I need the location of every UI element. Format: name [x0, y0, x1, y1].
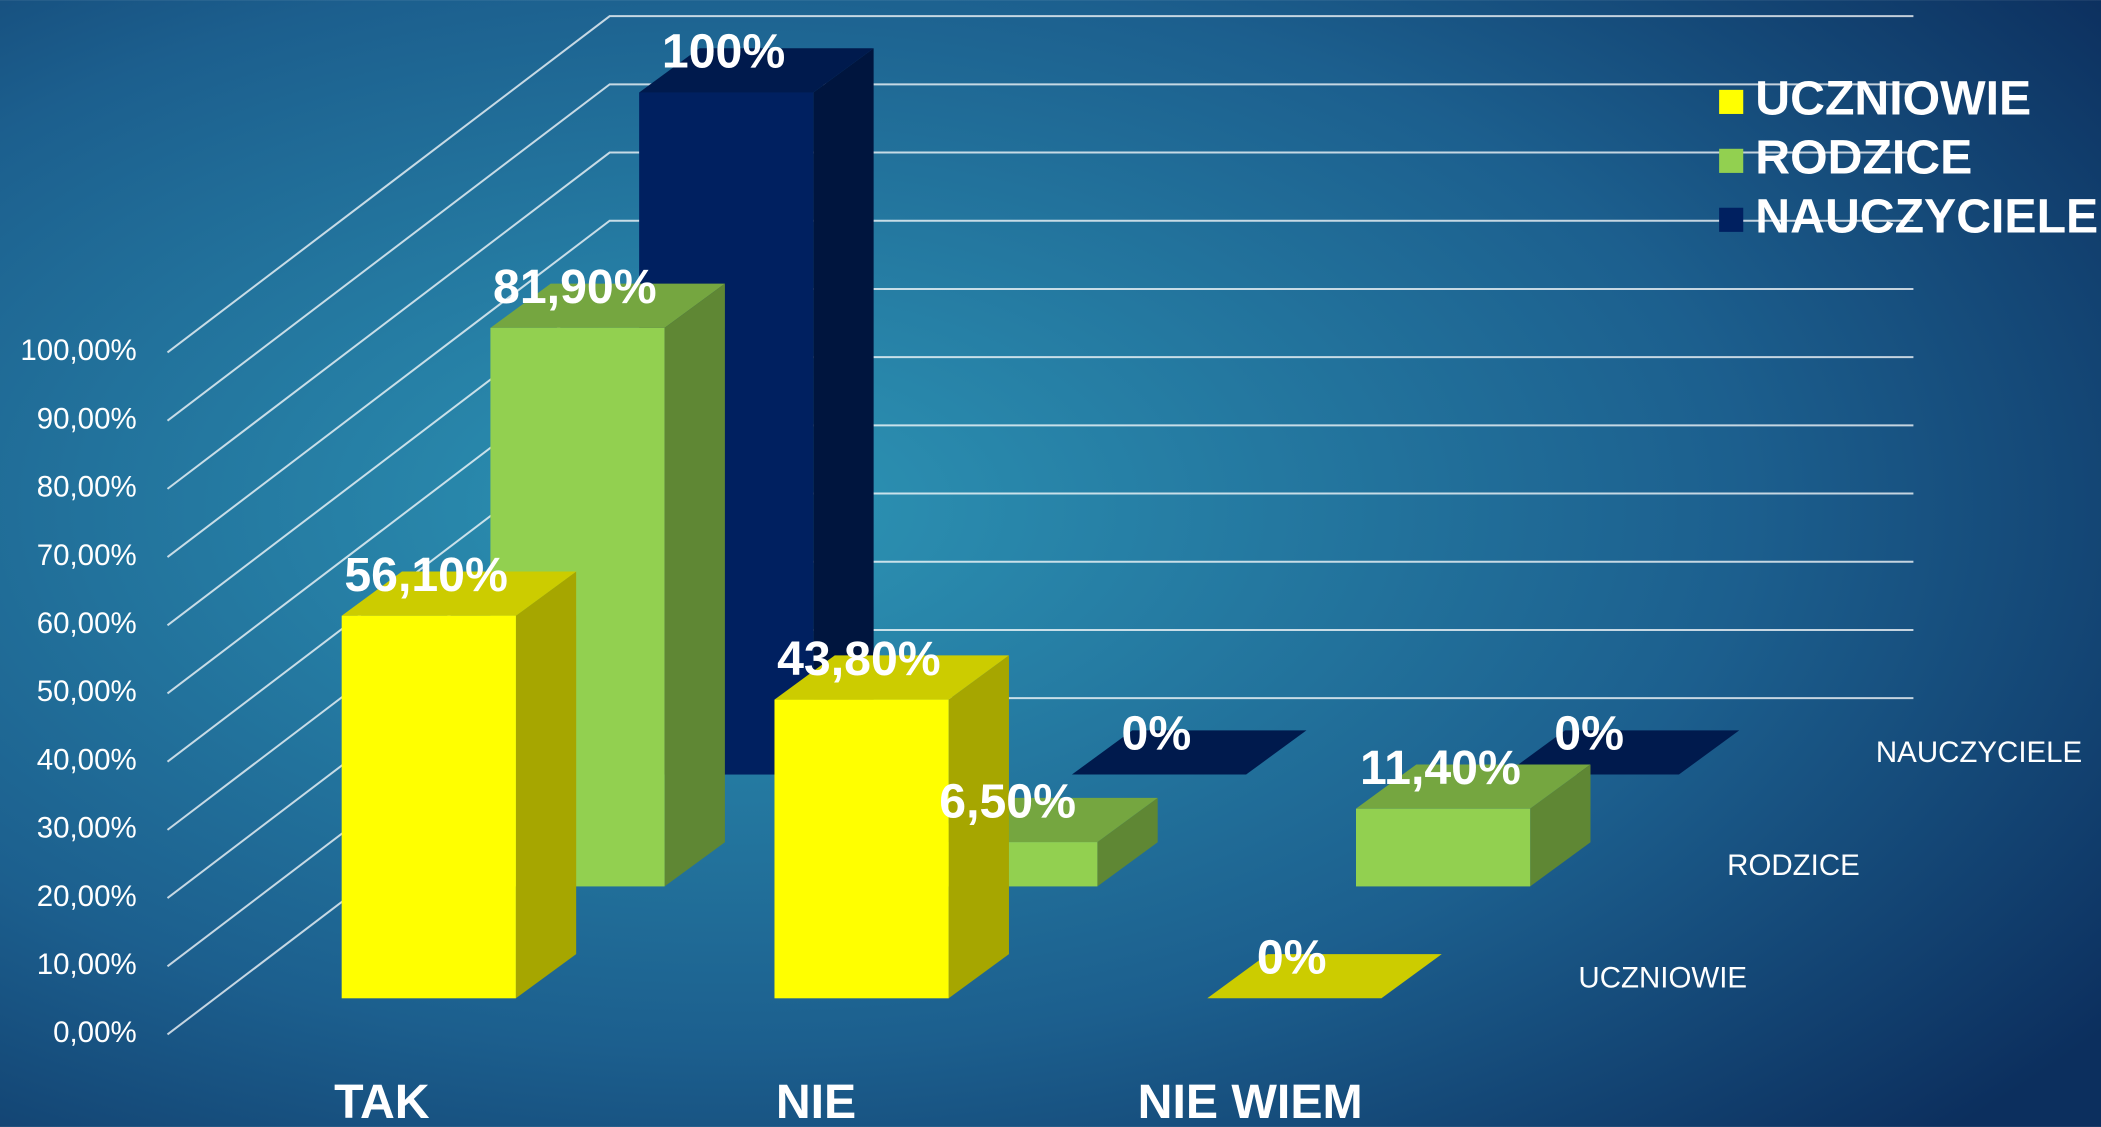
value-label: 0% [1122, 707, 1192, 761]
depth-label: NAUCZYCIELE [1876, 736, 2082, 769]
bar-top [1504, 730, 1740, 775]
bar-side [1530, 764, 1591, 887]
y-tick-label: 40,00% [37, 743, 137, 776]
bar [1356, 808, 1531, 887]
bar-side [1097, 797, 1158, 887]
y-tick-label: 60,00% [37, 607, 137, 640]
value-label: 56,10% [344, 548, 508, 602]
value-label: 11,40% [1360, 741, 1521, 795]
bar-side [813, 48, 874, 775]
x-tick-label: TAK [334, 1075, 430, 1127]
depth-label: UCZNIOWIE [1578, 961, 1747, 994]
bar-top [341, 571, 577, 616]
bar-top [1207, 954, 1442, 999]
bar-top [490, 283, 725, 328]
grid-line [166, 83, 1914, 422]
grid-line [166, 219, 1914, 558]
y-tick-label: 90,00% [37, 402, 137, 435]
legend-label: RODZICE [1755, 131, 1972, 185]
value-label: 81,90% [493, 260, 657, 314]
bar-side [515, 571, 577, 999]
legend-swatch [1719, 148, 1744, 173]
value-label: 100% [662, 25, 785, 79]
legend-label: UCZNIOWIE [1755, 72, 2031, 126]
bar [341, 615, 516, 999]
grid-line [166, 15, 1914, 354]
value-label: 0% [1554, 707, 1624, 761]
y-tick-label: 100,00% [20, 334, 136, 367]
value-label: 43,80% [777, 632, 941, 686]
bar-side [948, 655, 1009, 999]
y-tick-label: 70,00% [37, 539, 137, 572]
y-tick-label: 50,00% [37, 675, 137, 708]
bar-top [1071, 730, 1307, 775]
bar [774, 699, 949, 999]
bar-side [664, 283, 725, 887]
legend-swatch [1719, 207, 1744, 232]
grid-line [166, 151, 1914, 490]
y-tick-label: 20,00% [37, 880, 137, 913]
y-tick-label: 80,00% [37, 471, 137, 504]
y-tick-label: 30,00% [37, 812, 137, 845]
legend-label: NAUCZYCIELE [1755, 190, 2098, 244]
value-label: 6,50% [939, 774, 1076, 828]
x-tick-label: NIE WIEM [1138, 1075, 1363, 1127]
y-tick-label: 0,00% [53, 1016, 137, 1049]
bar-top [774, 655, 1009, 700]
depth-label: RODZICE [1727, 849, 1860, 882]
value-label: 0% [1257, 931, 1327, 985]
bar-top [639, 48, 874, 93]
legend-swatch [1719, 89, 1744, 114]
x-tick-label: NIE [776, 1075, 856, 1127]
bar-top [1356, 764, 1591, 809]
y-tick-label: 10,00% [37, 948, 137, 981]
